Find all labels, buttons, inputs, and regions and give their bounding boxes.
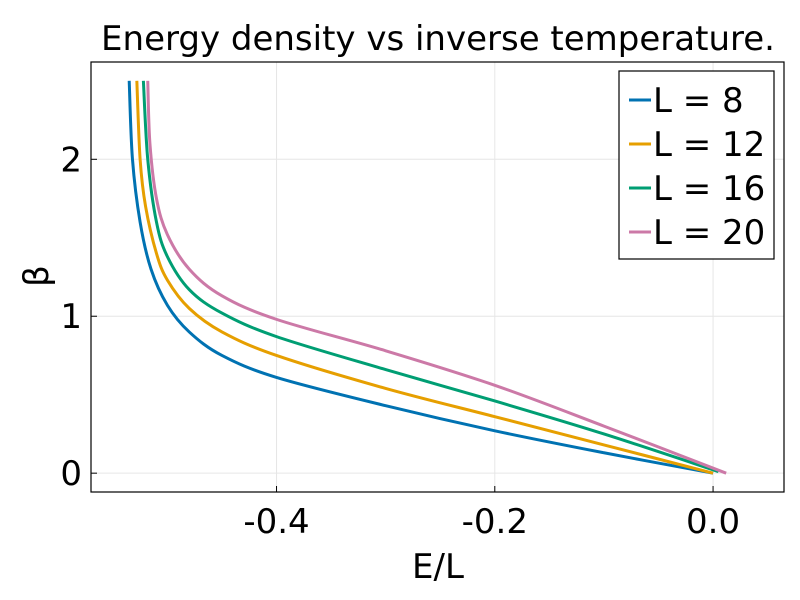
- y-tick-label: 2: [60, 140, 82, 180]
- series-line-1: [127, 80, 714, 475]
- y-axis-label: β: [17, 265, 57, 287]
- legend-box: [618, 70, 775, 260]
- series-line-4: [146, 80, 727, 475]
- legend-label: L = 12: [653, 125, 765, 165]
- ticks: -0.4 -0.2 0.0 0 1 2: [60, 140, 740, 542]
- legend-label: L = 8: [653, 81, 744, 121]
- chart-title: Energy density vs inverse temperature.: [101, 19, 775, 59]
- x-tick-label: 0.0: [686, 502, 740, 542]
- x-axis-label: E/L: [412, 547, 464, 587]
- series-line-3: [141, 80, 719, 474]
- series-group: [127, 80, 727, 475]
- y-tick-label: 1: [60, 297, 82, 337]
- plot-frame: [90, 61, 785, 493]
- legend: L = 8L = 12L = 16L = 20: [618, 70, 775, 260]
- x-tick-label: -0.4: [243, 502, 309, 542]
- legend-label: L = 20: [653, 213, 765, 253]
- legend-label: L = 16: [653, 169, 765, 209]
- x-tick-label: -0.2: [462, 502, 528, 542]
- series-line-2: [135, 80, 714, 475]
- y-tick-label: 0: [60, 454, 82, 494]
